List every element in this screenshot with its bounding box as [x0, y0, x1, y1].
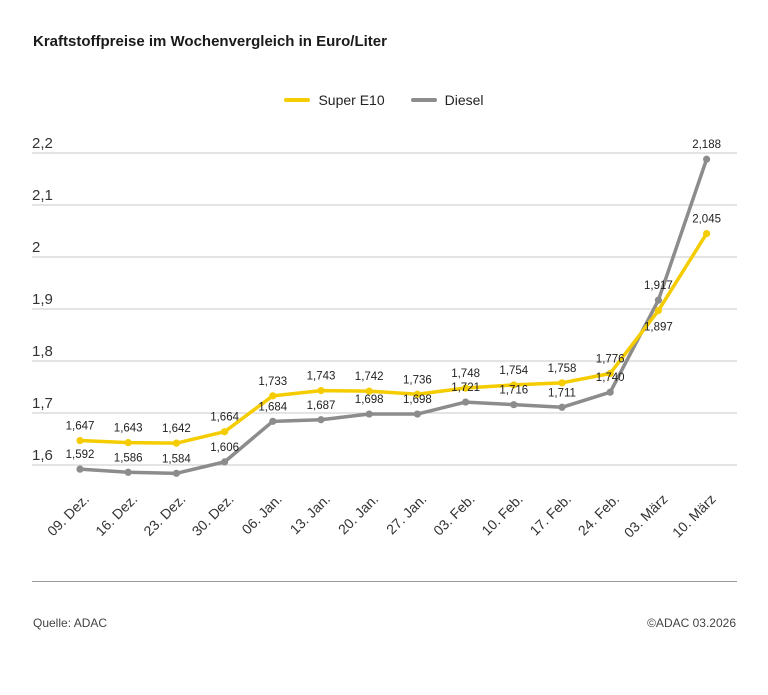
x-tick-label: 03. Feb.	[430, 491, 478, 539]
data-label-super-e10: 1,647	[66, 421, 95, 433]
data-label-diesel: 1,592	[66, 449, 95, 461]
data-label-diesel: 1,586	[114, 452, 143, 464]
data-point-diesel	[510, 401, 518, 409]
legend-label-diesel: Diesel	[444, 92, 484, 108]
data-label-diesel: 1,684	[258, 401, 287, 413]
series-line-super-e10	[78, 231, 709, 445]
data-label-diesel: 1,711	[548, 387, 576, 399]
x-tick-label: 10. März	[669, 491, 719, 541]
y-tick-label: 2,1	[32, 187, 53, 204]
data-label-diesel: 1,584	[162, 453, 191, 465]
data-label-diesel: 1,740	[596, 372, 625, 384]
data-point-super-e10	[269, 392, 277, 400]
data-point-super-e10	[124, 439, 132, 447]
data-label-super-e10: 1,897	[644, 322, 673, 334]
legend-swatch-super-e10	[284, 98, 311, 102]
data-label-diesel: 1,698	[403, 394, 432, 406]
data-label-diesel: 1,917	[644, 280, 673, 292]
y-tick-label: 1,8	[32, 343, 53, 360]
data-label-diesel: 1,721	[451, 382, 480, 394]
data-point-diesel	[703, 155, 711, 163]
data-point-super-e10	[703, 230, 711, 238]
chart-title: Kraftstoffpreise im Wochenvergleich in E…	[33, 33, 387, 50]
data-point-diesel	[76, 465, 84, 473]
data-label-diesel: 2,188	[692, 139, 721, 151]
data-label-super-e10: 1,664	[210, 412, 239, 424]
x-tick-label: 13. Jan.	[287, 491, 334, 538]
data-label-super-e10: 1,736	[403, 374, 432, 386]
legend-item-super-e10: Super E10	[284, 92, 385, 108]
data-label-super-e10: 1,758	[548, 363, 577, 375]
data-point-diesel	[124, 468, 132, 476]
source-note: Quelle: ADAC	[33, 616, 108, 630]
x-tick-label: 23. Dez.	[140, 491, 188, 539]
y-tick-label: 1,6	[32, 447, 53, 464]
x-tick-label: 06. Jan.	[238, 491, 285, 538]
legend-swatch-diesel	[410, 98, 437, 102]
data-label-diesel: 1,698	[355, 394, 384, 406]
y-tick-label: 1,7	[32, 395, 53, 412]
data-label-diesel: 1,716	[499, 385, 528, 397]
data-point-diesel	[462, 398, 470, 406]
y-tick-label: 2	[32, 239, 40, 256]
data-point-super-e10	[365, 387, 373, 395]
data-point-diesel	[269, 417, 277, 425]
data-point-super-e10	[317, 387, 325, 395]
x-tick-label: 16. Dez.	[92, 491, 140, 539]
data-point-diesel	[558, 403, 566, 411]
data-label-super-e10: 1,748	[451, 368, 480, 380]
bottom-divider	[32, 581, 737, 582]
x-tick-label: 03. März	[621, 491, 671, 541]
data-label-super-e10: 1,776	[596, 353, 625, 365]
data-point-diesel	[654, 296, 663, 304]
x-tick-label: 24. Feb.	[575, 491, 623, 539]
data-point-super-e10	[510, 381, 518, 389]
data-label-super-e10: 1,643	[114, 423, 143, 435]
x-tick-label: 20. Jan.	[335, 491, 382, 538]
x-tick-label: 09. Dez.	[44, 491, 92, 539]
data-point-super-e10	[221, 428, 229, 436]
data-point-diesel	[413, 410, 421, 418]
data-point-super-e10	[172, 439, 180, 447]
copyright-note: ©ADAC 03.2026	[647, 616, 736, 630]
data-point-super-e10	[462, 384, 470, 392]
data-label-super-e10: 2,045	[692, 214, 721, 226]
data-point-super-e10	[413, 390, 421, 398]
legend-item-diesel: Diesel	[410, 92, 484, 108]
data-label-diesel: 1,606	[210, 442, 239, 454]
data-label-super-e10: 1,742	[355, 371, 384, 383]
legend: Super E10 Diesel	[0, 92, 768, 108]
x-tick-label: 27. Jan.	[383, 491, 430, 538]
data-point-diesel	[606, 388, 614, 396]
data-point-super-e10	[558, 379, 566, 387]
x-tick-label: 17. Feb.	[526, 491, 574, 539]
legend-label-super-e10: Super E10	[318, 92, 385, 108]
y-tick-label: 2,2	[32, 135, 53, 152]
y-tick-label: 1,9	[32, 291, 53, 308]
data-label-super-e10: 1,743	[307, 371, 336, 383]
data-point-diesel	[365, 410, 373, 418]
x-tick-label: 30. Dez.	[189, 491, 237, 539]
x-tick-label: 10. Feb.	[478, 491, 526, 539]
data-point-super-e10	[76, 436, 84, 445]
data-label-diesel: 1,687	[307, 400, 336, 412]
data-point-diesel	[221, 458, 229, 466]
data-label-super-e10: 1,733	[258, 376, 287, 388]
data-label-super-e10: 1,754	[499, 365, 528, 377]
data-point-diesel	[317, 416, 325, 424]
data-point-super-e10	[606, 369, 614, 378]
data-point-diesel	[172, 469, 180, 477]
series-line-diesel	[78, 157, 709, 476]
data-label-super-e10: 1,642	[162, 423, 191, 435]
data-point-super-e10	[654, 306, 663, 315]
